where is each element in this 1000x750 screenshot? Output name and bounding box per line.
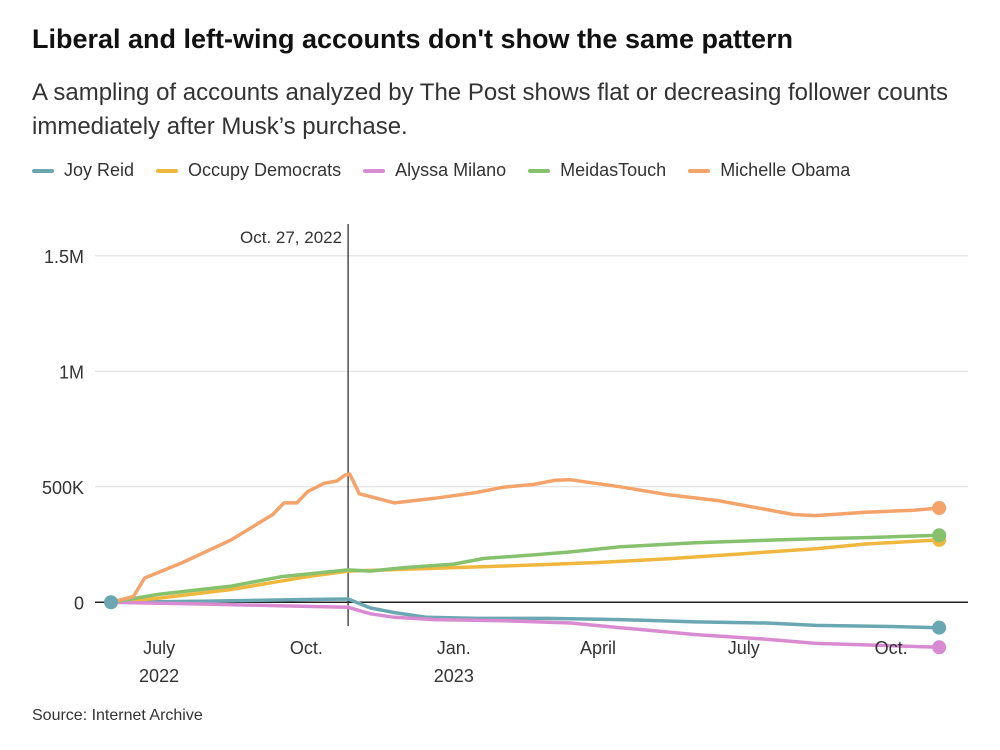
legend-item: Occupy Democrats <box>156 160 341 181</box>
gridlines <box>95 255 968 488</box>
legend-label: Alyssa Milano <box>395 160 507 180</box>
x-tick-label: April <box>580 638 616 658</box>
y-tick-label: 0 <box>74 593 84 613</box>
series-line <box>109 472 941 605</box>
x-axis-labels: July 2022 Oct. Jan. 2023 April July Oct. <box>139 638 908 686</box>
series-line <box>109 533 941 605</box>
legend-swatch <box>688 168 711 173</box>
series-line <box>109 538 941 605</box>
series-start-dot <box>104 595 119 610</box>
x-tick-label: Oct. <box>290 638 323 658</box>
legend-item: Alyssa Milano <box>363 160 506 181</box>
line-chart: 0 500K 1M 1.5M Oct. 27, 2022 July 2022 Oct. Ja… <box>42 224 968 686</box>
legend-item: Joy Reid <box>32 160 134 181</box>
legend-item: MeidasTouch <box>528 160 666 181</box>
y-tick-label: 1M <box>59 362 84 382</box>
series-end-dot <box>932 640 947 655</box>
y-tick-label: 500K <box>42 478 84 498</box>
x-tick-label: Oct. <box>875 638 908 658</box>
chart-legend: Joy Reid Occupy Democrats Alyssa Milano Mei… <box>32 160 872 181</box>
y-axis-labels: 0 500K 1M 1.5M <box>42 247 84 614</box>
y-tick-label: 1.5M <box>44 247 84 267</box>
source-note: Source: Internet Archive <box>32 707 203 724</box>
series-endpoints <box>104 501 947 655</box>
legend-label: MeidasTouch <box>560 160 667 180</box>
series-lines <box>109 472 941 650</box>
legend-swatch <box>363 168 386 173</box>
legend-item: Michelle Obama <box>688 160 850 181</box>
x-tick-label: Jan. <box>437 638 471 658</box>
legend-label: Occupy Democrats <box>188 160 342 180</box>
series-end-dot <box>932 501 947 516</box>
legend-swatch <box>528 168 551 173</box>
legend-swatch <box>156 168 179 173</box>
series-end-dot <box>932 620 947 635</box>
annotation-label: Oct. 27, 2022 <box>240 228 342 247</box>
x-tick-year-label: 2022 <box>139 666 179 686</box>
x-tick-label: July <box>143 638 175 658</box>
legend-label: Joy Reid <box>64 160 135 180</box>
chart-subtitle: A sampling of accounts analyzed by The P… <box>32 79 949 140</box>
x-tick-year-label: 2023 <box>434 666 474 686</box>
annotation-layer: Oct. 27, 2022 <box>240 224 349 626</box>
series-line <box>109 600 941 650</box>
chart-title: Liberal and left-wing accounts don't sho… <box>32 24 794 54</box>
series-end-dot <box>932 528 947 543</box>
series-line <box>109 597 941 630</box>
legend-swatch <box>32 168 54 173</box>
legend-label: Michelle Obama <box>720 160 851 180</box>
x-tick-label: July <box>728 638 760 658</box>
